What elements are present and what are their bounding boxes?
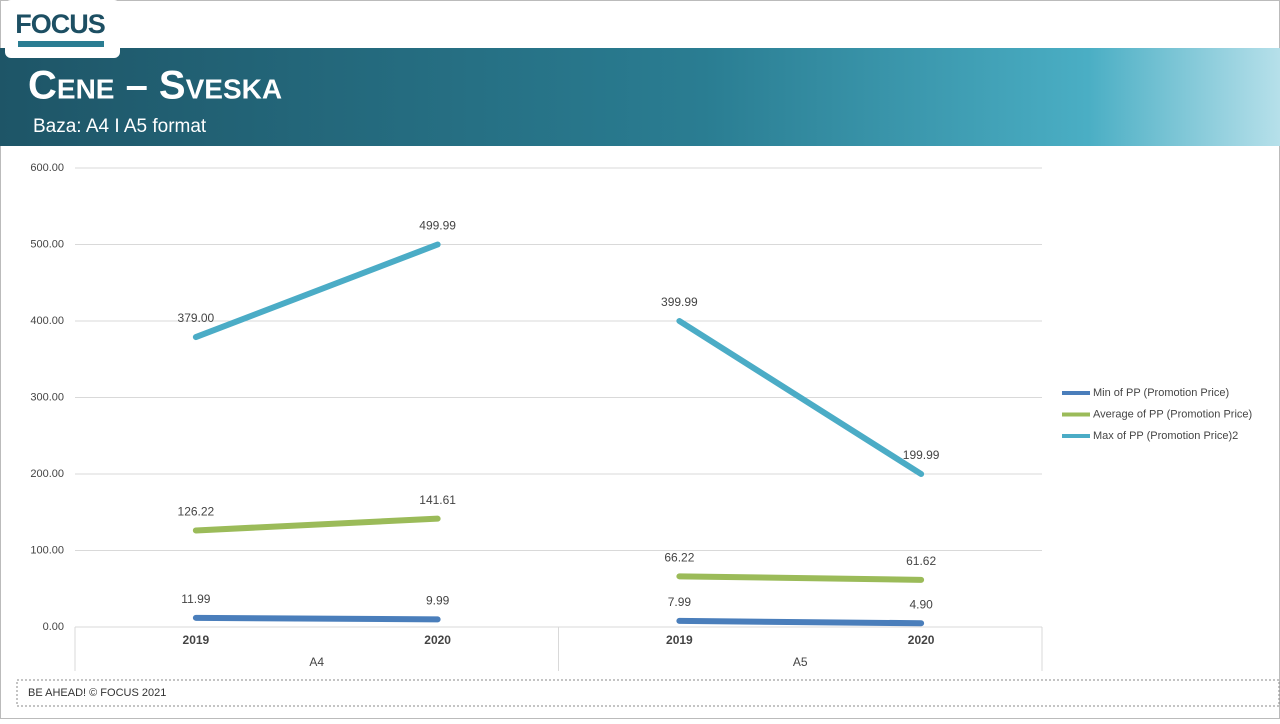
y-tick-label: 200.00 [30, 468, 64, 480]
group-label: A5 [793, 655, 808, 669]
y-tick-label: 300.00 [30, 391, 64, 403]
group-label: A4 [309, 655, 324, 669]
chart: 0.00 100.00 200.00 300.00 400.00 500.00 600.00… [30, 162, 1252, 671]
data-label: 399.99 [661, 295, 698, 309]
data-label: 9.99 [426, 594, 450, 608]
header-band [0, 48, 1280, 146]
x-tick-label: 2020 [424, 633, 451, 647]
data-label: 66.22 [664, 551, 694, 565]
data-label: 199.99 [903, 448, 940, 462]
data-label: 379.00 [178, 311, 215, 325]
footer: BE AHEAD! © FOCUS 2021 [28, 687, 166, 699]
data-label: 141.61 [419, 493, 456, 507]
data-label: 11.99 [181, 592, 210, 606]
series-line [676, 617, 925, 627]
data-label: 7.99 [668, 595, 692, 609]
data-label: 61.62 [906, 554, 936, 568]
logo: FOCUS [15, 9, 105, 39]
y-tick-label: 0.00 [43, 621, 64, 633]
legend-label: Average of PP (Promotion Price) [1093, 408, 1252, 420]
slide-subtitle: Baza: A4 I A5 format [33, 116, 207, 137]
legend-label: Min of PP (Promotion Price) [1093, 387, 1229, 399]
y-tick-label: 600.00 [30, 162, 64, 174]
x-tick-label: 2019 [183, 633, 210, 647]
x-tick-label: 2020 [908, 633, 935, 647]
series-line [192, 241, 441, 341]
y-tick-label: 100.00 [30, 544, 64, 556]
legend-label: Max of PP (Promotion Price)2 [1093, 430, 1238, 442]
slide-title: Cene – Sveska [28, 64, 282, 108]
logo-bar [18, 41, 104, 47]
y-tick-label: 500.00 [30, 238, 64, 250]
series-line [192, 515, 441, 534]
data-label: 499.99 [419, 219, 456, 233]
series-line [676, 573, 925, 583]
data-label: 126.22 [178, 505, 215, 519]
x-tick-label: 2019 [666, 633, 693, 647]
series-line [192, 614, 441, 623]
data-label: 4.90 [909, 597, 933, 611]
series-line [676, 318, 925, 478]
y-tick-label: 400.00 [30, 315, 64, 327]
